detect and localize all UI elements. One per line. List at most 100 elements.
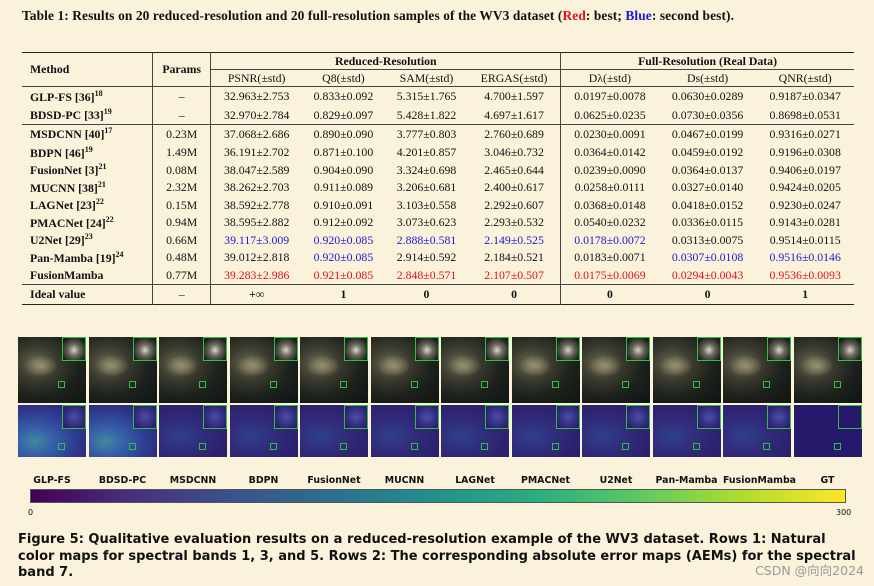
value-cell: 0.0467±0.0199 xyxy=(671,126,744,141)
params-cell: 2.32M xyxy=(152,179,212,197)
value-cell: 0.0459±0.0192 xyxy=(671,145,744,160)
zoom-inset xyxy=(485,337,509,361)
value-cell: 5.428±1.822 xyxy=(396,107,457,122)
table-row: Pan-Mamba [19]24 0.48M 39.012±2.818 0.920±0… xyxy=(22,249,854,267)
value-cell: 0.890±0.090 xyxy=(313,126,374,141)
method-name: FusionNet [3]21 xyxy=(22,161,153,179)
colorbar-min: 0 xyxy=(28,508,34,517)
method-name: BDPN [46]19 xyxy=(22,144,153,162)
figure-panel xyxy=(159,337,227,457)
value-cell: 2.149±0.525 xyxy=(468,231,562,249)
value-cell: 0.921±0.085 xyxy=(313,267,374,282)
value-cell: 0.0364±0.0142 xyxy=(574,145,646,160)
zoom-marker xyxy=(199,443,206,450)
table-row: FusionNet [3]21 0.08M 38.047±2.589 0.904±0.… xyxy=(22,161,854,179)
zoom-marker xyxy=(58,443,65,450)
method-label: LAGNet xyxy=(455,475,495,486)
value-cell: 5.315±1.765 xyxy=(396,89,457,104)
value-cell: 0.911±0.089 xyxy=(313,180,373,195)
method-name: LAGNet [23]22 xyxy=(22,196,153,214)
header-metric: SAM(±std) xyxy=(399,70,454,85)
natural-color-map xyxy=(511,337,580,403)
method-name: Pan-Mamba [19]24 xyxy=(22,249,153,267)
zoom-marker xyxy=(128,381,136,388)
natural-color-map xyxy=(652,337,721,403)
header-method: Method xyxy=(22,52,153,87)
value-cell: 36.191±2.702 xyxy=(223,145,290,160)
figure-panel xyxy=(793,337,862,457)
zoom-inset xyxy=(696,337,721,361)
method-label: PMACNet xyxy=(520,475,571,486)
zoom-inset xyxy=(837,337,862,361)
value-cell: 0 xyxy=(423,286,430,301)
value-cell: 0.9536±0.0093 xyxy=(769,267,841,282)
header-params: Params xyxy=(152,52,212,87)
method-name: Ideal value xyxy=(22,284,153,304)
table-row: BDSD-PC [33]19–32.970±2.784 0.829±0.097 5.… xyxy=(22,106,854,124)
method-labels: GLP-FS BDSD-PC MSDCNN BDPN FusionNet MUCNN LAG… xyxy=(18,475,864,489)
value-cell: 3.073±0.623 xyxy=(396,215,457,230)
natural-color-map xyxy=(723,337,791,403)
value-cell: 4.697±1.617 xyxy=(468,106,562,124)
value-cell: 2.848±0.571 xyxy=(396,267,457,282)
value-cell: 0.0327±0.0140 xyxy=(671,180,744,195)
zoom-inset xyxy=(132,405,157,429)
zoom-marker xyxy=(128,443,136,450)
method-label: MSDCNN xyxy=(169,475,217,486)
method-name: MSDCNN [40]17 xyxy=(22,124,153,144)
figure-caption: Figure 5: Qualitative evaluation results… xyxy=(18,532,856,580)
red-legend: Red xyxy=(562,8,586,23)
zoom-marker xyxy=(269,381,277,388)
value-cell: 2.400±0.617 xyxy=(468,179,562,197)
header-metric: Q8(±std) xyxy=(322,70,365,85)
value-cell: 2.184±0.521 xyxy=(468,249,562,267)
header-metric: PSNR(±std) xyxy=(227,70,286,85)
natural-color-map xyxy=(159,337,227,403)
natural-color-map xyxy=(582,337,650,403)
qualitative-figure xyxy=(18,337,864,457)
params-cell: 1.49M xyxy=(152,144,212,162)
value-cell: 0.0630±0.0289 xyxy=(671,89,744,104)
value-cell: 0.0230±0.0091 xyxy=(574,126,646,141)
value-cell: 0.833±0.092 xyxy=(313,89,374,104)
method-label: GLP-FS xyxy=(33,475,71,486)
zoom-inset xyxy=(203,337,227,361)
zoom-inset xyxy=(767,337,791,361)
header-full: Full-Resolution (Real Data) xyxy=(560,52,854,70)
zoom-inset xyxy=(485,405,509,429)
natural-color-map xyxy=(441,337,509,403)
value-cell: 4.201±0.857 xyxy=(396,145,457,160)
method-name: BDSD-PC [33]19 xyxy=(22,106,153,124)
natural-color-map xyxy=(18,337,86,403)
zoom-marker xyxy=(551,443,559,450)
error-map xyxy=(793,405,862,457)
zoom-marker xyxy=(199,381,206,388)
zoom-inset xyxy=(132,337,157,361)
value-cell: 0.0258±0.0111 xyxy=(574,180,646,195)
method-name: GLP-FS [36]18 xyxy=(22,86,153,107)
method-label: U2Net xyxy=(599,475,633,486)
value-cell: 3.103±0.558 xyxy=(396,197,457,212)
value-cell: 0.9187±0.0347 xyxy=(769,89,841,104)
error-map xyxy=(723,405,791,457)
method-label: Pan-Mamba xyxy=(655,475,718,486)
value-cell: 0.0313±0.0075 xyxy=(671,232,744,247)
value-cell: 4.700±1.597 xyxy=(468,86,562,107)
figure-panel xyxy=(511,337,580,457)
figure-panel xyxy=(18,337,86,457)
params-cell: 0.15M xyxy=(152,196,212,214)
zoom-inset xyxy=(344,405,368,429)
natural-color-map xyxy=(300,337,368,403)
zoom-inset xyxy=(555,337,580,361)
value-cell: 0.9230±0.0247 xyxy=(769,197,841,212)
table-row: MSDCNN [40]17 0.23M 37.068±2.686 0.890±0.09… xyxy=(22,124,854,144)
value-cell: 0.9143±0.0281 xyxy=(769,215,841,230)
figure-panel xyxy=(300,337,368,457)
params-cell: – xyxy=(152,106,212,124)
value-cell: 0.0336±0.0115 xyxy=(672,215,744,230)
value-cell: 0.0178±0.0072 xyxy=(574,232,646,247)
value-cell: 38.592±2.778 xyxy=(223,197,290,212)
zoom-inset xyxy=(203,405,227,429)
zoom-inset xyxy=(626,405,650,429)
zoom-marker xyxy=(481,443,488,450)
